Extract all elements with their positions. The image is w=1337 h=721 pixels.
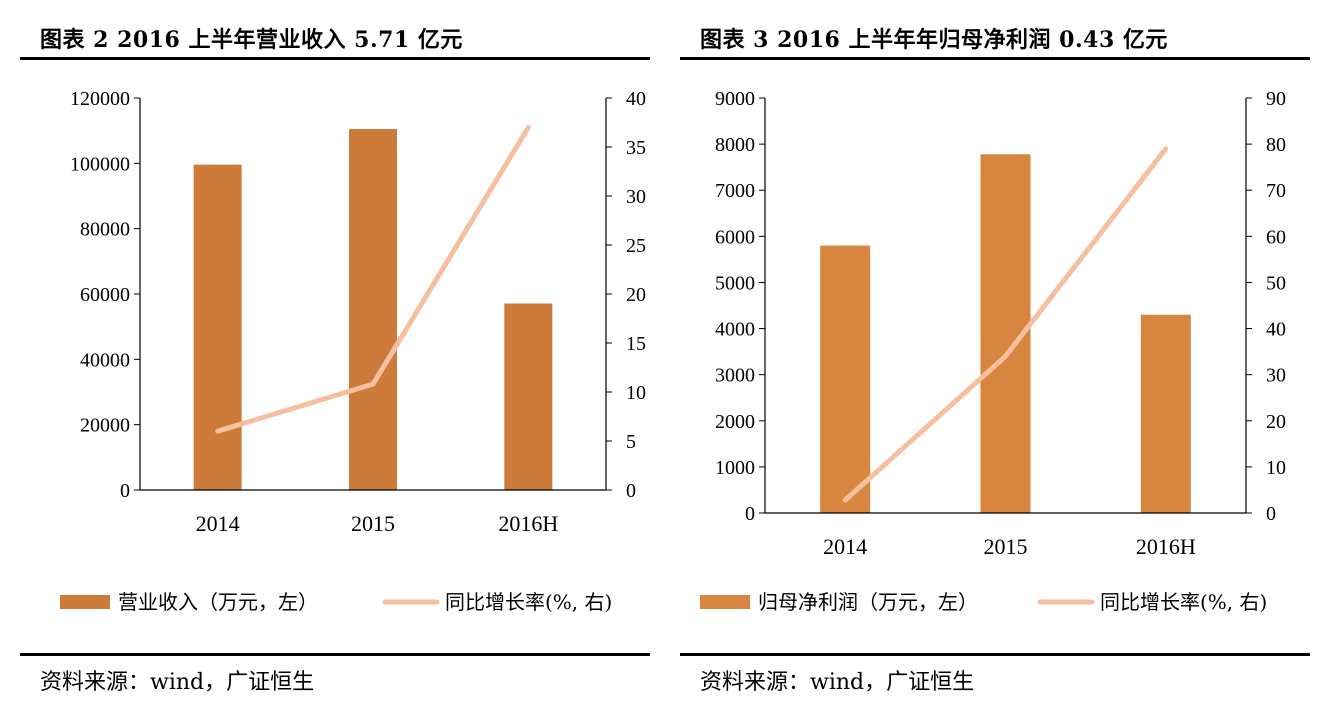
legend-label-line: 同比增长率(%, 右)	[445, 590, 612, 614]
right-tick-label: 10	[626, 382, 646, 404]
right-tick-label: 10	[1266, 457, 1286, 479]
left-tick-label: 7000	[715, 180, 755, 202]
x-tick-label: 2015	[984, 534, 1028, 559]
right-tick-label: 80	[1266, 134, 1286, 156]
right-tick-label: 20	[1266, 411, 1286, 433]
right-tick-label: 60	[1266, 226, 1286, 248]
right-tick-label: 35	[626, 137, 646, 159]
legend-label-line: 同比增长率(%, 右)	[1100, 590, 1267, 614]
bar-2016H	[1140, 314, 1191, 513]
left-tick-label: 0	[120, 480, 130, 502]
right-tick-label: 30	[626, 186, 646, 208]
left-tick-label: 120000	[70, 88, 130, 110]
bottom-rule	[20, 653, 650, 656]
left-tick-label: 100000	[70, 153, 130, 175]
top-rule	[680, 57, 1310, 60]
chart-title: 图表 2 2016 上半年营业收入 5.71 亿元	[40, 27, 463, 53]
legend-swatch-bar	[60, 595, 110, 609]
bottom-rule	[680, 653, 1310, 656]
left-tick-label: 0	[745, 503, 755, 525]
top-rule	[20, 57, 650, 60]
right-tick-label: 25	[626, 235, 646, 257]
left-tick-label: 9000	[715, 88, 755, 110]
left-tick-label: 40000	[80, 349, 130, 371]
right-tick-label: 20	[626, 284, 646, 306]
x-tick-label: 2014	[823, 534, 867, 559]
left-tick-label: 8000	[715, 134, 755, 156]
right-tick-label: 15	[626, 333, 646, 355]
legend-label-bar: 营业收入（万元，左）	[118, 590, 318, 614]
x-tick-label: 2015	[351, 511, 395, 536]
source-note: 资料来源：wind，广证恒生	[700, 670, 975, 695]
left-tick-label: 6000	[715, 226, 755, 248]
right-tick-label: 40	[1266, 319, 1286, 341]
right-tick-label: 90	[1266, 88, 1286, 110]
bar-2015	[349, 129, 397, 490]
legend-label-bar: 归母净利润（万元，左）	[758, 590, 978, 614]
left-tick-label: 1000	[715, 457, 755, 479]
x-tick-label: 2016H	[1136, 534, 1196, 559]
chart-panel-revenue: 图表 2 2016 上半年营业收入 5.71 亿元 0 20000 40000 600…	[20, 0, 650, 721]
right-tick-label: 50	[1266, 272, 1286, 294]
chart-panel-net-profit: 图表 3 2016 上半年年归母净利润 0.43 亿元 0 1000 2000 300…	[680, 0, 1310, 721]
left-tick-label: 5000	[715, 272, 755, 294]
left-tick-label: 60000	[80, 284, 130, 306]
right-tick-label: 40	[626, 88, 646, 110]
bar-2014	[820, 245, 871, 514]
left-tick-label: 80000	[80, 219, 130, 241]
chart-title: 图表 3 2016 上半年年归母净利润 0.43 亿元	[700, 27, 1168, 53]
right-tick-label: 30	[1266, 365, 1286, 387]
revenue-chart: 0 20000 40000 60000 80000 100000 120000 0 5 10 15 2…	[60, 88, 646, 614]
source-note: 资料来源：wind，广证恒生	[40, 670, 315, 695]
net-profit-chart: 0 1000 2000 3000 4000 5000 6000 7000 8000 9000 0 10…	[700, 88, 1286, 614]
right-tick-label: 0	[626, 480, 636, 502]
x-tick-label: 2014	[196, 511, 240, 536]
bar-2014	[193, 164, 242, 490]
x-tick-label: 2016H	[498, 511, 558, 536]
left-tick-label: 3000	[715, 365, 755, 387]
left-tick-label: 2000	[715, 411, 755, 433]
bar-2016H	[504, 303, 553, 490]
left-tick-label: 20000	[80, 415, 130, 437]
right-tick-label: 0	[1266, 503, 1276, 525]
left-tick-label: 4000	[715, 319, 755, 341]
right-tick-label: 70	[1266, 180, 1286, 202]
legend-swatch-bar	[700, 595, 750, 609]
right-tick-label: 5	[626, 431, 636, 453]
